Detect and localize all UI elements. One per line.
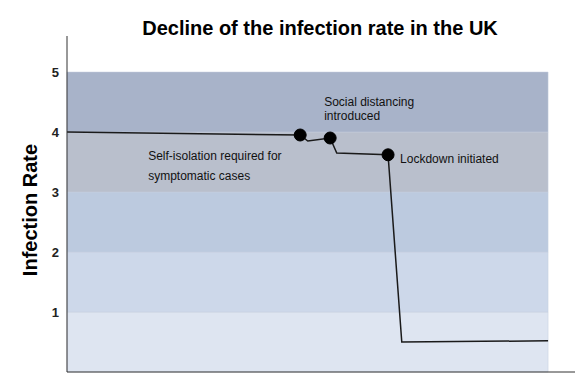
html-text:Decline of the infection rate: Decline of the infection rate in the UK [142,16,498,39]
svg-text:Self-isolation required forsym: Self-isolation required forsymptomatic c… [148,149,281,183]
svg-text:Lockdown initiated: Lockdown initiated [400,152,499,166]
svg-text:3: 3 [52,185,59,200]
svg-text:1: 1 [52,305,59,320]
svg-text:5: 5 [52,65,59,80]
svg-text:4: 4 [52,125,60,140]
svg-text:Social distancingintroduced: Social distancingintroduced [324,95,414,123]
html-text:Infection Rate: Infection Rate [18,143,41,277]
svg-text:2: 2 [52,245,59,260]
